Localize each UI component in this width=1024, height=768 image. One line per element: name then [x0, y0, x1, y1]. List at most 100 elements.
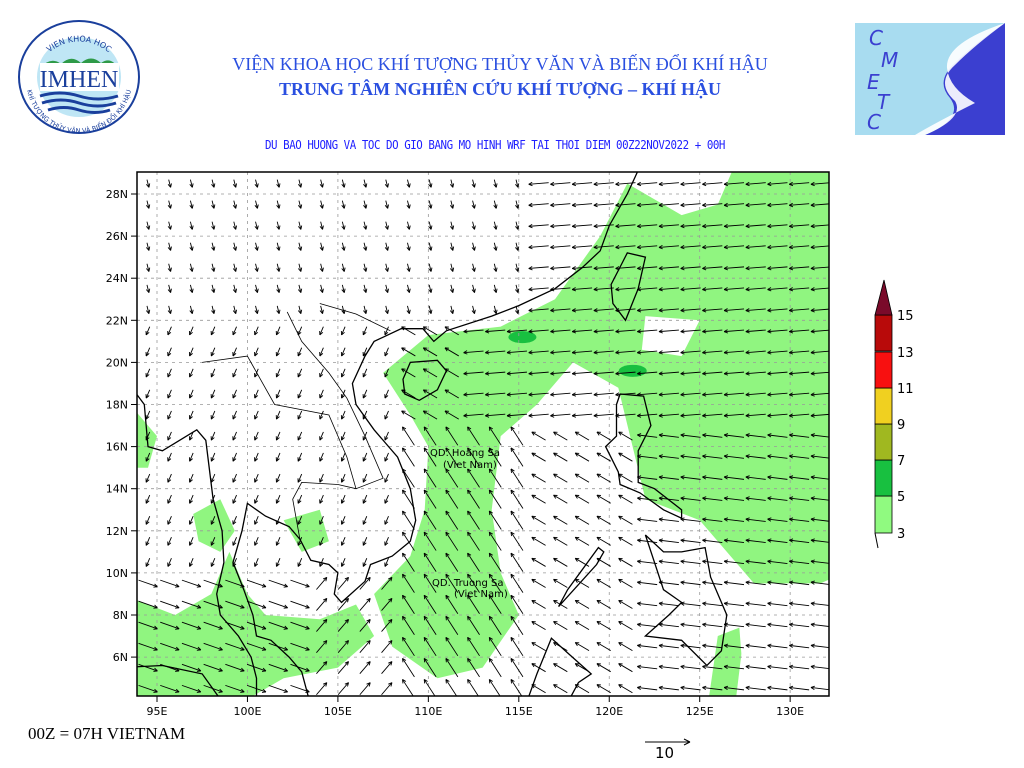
- wind-vector: [658, 202, 679, 208]
- wind-vector: [637, 223, 658, 229]
- wind-vector: [810, 413, 829, 418]
- wind-vector: [467, 679, 479, 696]
- wind-vector: [702, 308, 723, 313]
- wind-vector: [789, 685, 810, 691]
- wind-vector: [485, 371, 506, 376]
- wind-vector: [254, 284, 259, 293]
- wind-vector: [637, 287, 658, 292]
- wind-vector: [402, 426, 415, 446]
- wind-vector: [658, 181, 679, 187]
- wind-vector: [528, 350, 549, 355]
- wind-vector: [506, 371, 527, 376]
- wind-vector: [167, 389, 172, 399]
- wind-vector: [571, 371, 593, 376]
- wind-vector: [680, 622, 701, 628]
- wind-vector: [210, 452, 216, 462]
- wind-vector: [723, 643, 745, 649]
- wind-vector: [680, 643, 701, 649]
- wind-vector: [745, 245, 766, 250]
- wind-vector: [571, 287, 593, 292]
- wind-vector: [745, 454, 766, 459]
- wind-vector: [203, 684, 223, 693]
- lon-tick-label: 110E: [414, 705, 442, 718]
- legend-label: 15: [897, 309, 914, 324]
- wind-vector: [528, 413, 549, 418]
- wind-vector: [596, 431, 611, 441]
- wind-vector: [702, 433, 723, 438]
- wind-vector: [471, 200, 476, 209]
- wind-vector: [745, 433, 766, 438]
- wind-vector: [723, 454, 745, 459]
- wind-vector: [160, 663, 180, 672]
- wind-vector: [181, 663, 202, 672]
- wind-vector: [637, 622, 658, 628]
- wind-vector: [275, 494, 281, 504]
- wind-vector: [423, 615, 437, 636]
- wind-vector: [596, 494, 611, 504]
- wind-vector: [211, 305, 216, 314]
- wind-vector: [406, 221, 411, 230]
- wind-vector: [467, 573, 480, 593]
- wind-vector: [550, 287, 571, 292]
- wind-vector: [723, 538, 745, 543]
- wind-vector: [290, 642, 310, 651]
- wind-vector: [254, 179, 259, 188]
- wind-vector: [789, 433, 810, 438]
- wind-vector: [618, 536, 633, 546]
- wind-vector: [810, 371, 829, 376]
- wind-speed-legend: 3 5 7 9 11 13 15: [874, 279, 914, 549]
- wind-vector: [528, 266, 549, 271]
- wind-vector: [254, 537, 259, 546]
- wind-vector: [574, 494, 590, 504]
- wind-vector: [428, 263, 433, 272]
- wind-vector: [423, 573, 437, 593]
- wind-vector: [788, 245, 810, 250]
- wind-vector: [297, 410, 303, 420]
- wind-vector: [745, 517, 766, 522]
- lon-tick-label: 100E: [233, 705, 261, 718]
- wind-vector: [189, 200, 194, 209]
- wind-vector: [767, 433, 788, 438]
- wind-vector: [767, 181, 788, 187]
- wind-vector: [402, 489, 415, 509]
- wind-vector: [340, 389, 346, 399]
- wind-vector: [531, 473, 546, 483]
- wind-vector: [401, 326, 416, 336]
- wind-vector: [319, 305, 324, 314]
- axis-ticks: 28N 26N 24N 22N 20N 18N 16N 14N 12N 10N 8N 6N 95E 100…: [106, 188, 804, 718]
- wind-vector: [767, 371, 788, 376]
- wind-vector: [445, 636, 459, 657]
- wind-vector: [702, 496, 723, 501]
- wind-vector: [319, 179, 324, 188]
- wind-vector: [702, 413, 723, 418]
- wind-vector: [246, 642, 267, 651]
- wind-vector: [297, 242, 303, 251]
- wind-vector: [254, 410, 259, 420]
- wind-vector: [515, 242, 520, 251]
- wind-vector: [463, 371, 484, 376]
- wind-vector: [810, 580, 829, 585]
- wind-vector: [362, 473, 368, 483]
- wind-vector: [574, 452, 590, 462]
- wind-vector: [340, 431, 346, 441]
- wind-vector: [188, 537, 194, 546]
- svg-text:T: T: [877, 90, 891, 114]
- wind-vector: [745, 308, 766, 313]
- wind-vector: [319, 284, 324, 293]
- wind-vector: [789, 601, 810, 607]
- wind-vector: [340, 452, 346, 462]
- wind-vector: [531, 494, 546, 504]
- wind-vector: [618, 473, 633, 483]
- wind-vector: [680, 580, 701, 586]
- wind-vector: [211, 263, 216, 272]
- wind-vector: [702, 371, 723, 376]
- wind-vector: [167, 221, 172, 230]
- wind-vector: [211, 221, 216, 230]
- wind-vector: [767, 622, 788, 628]
- wind-vector: [767, 685, 788, 691]
- wind-vector: [276, 284, 281, 293]
- wind-vector: [574, 599, 590, 609]
- wind-vector: [319, 473, 324, 483]
- wind-vector: [362, 537, 368, 546]
